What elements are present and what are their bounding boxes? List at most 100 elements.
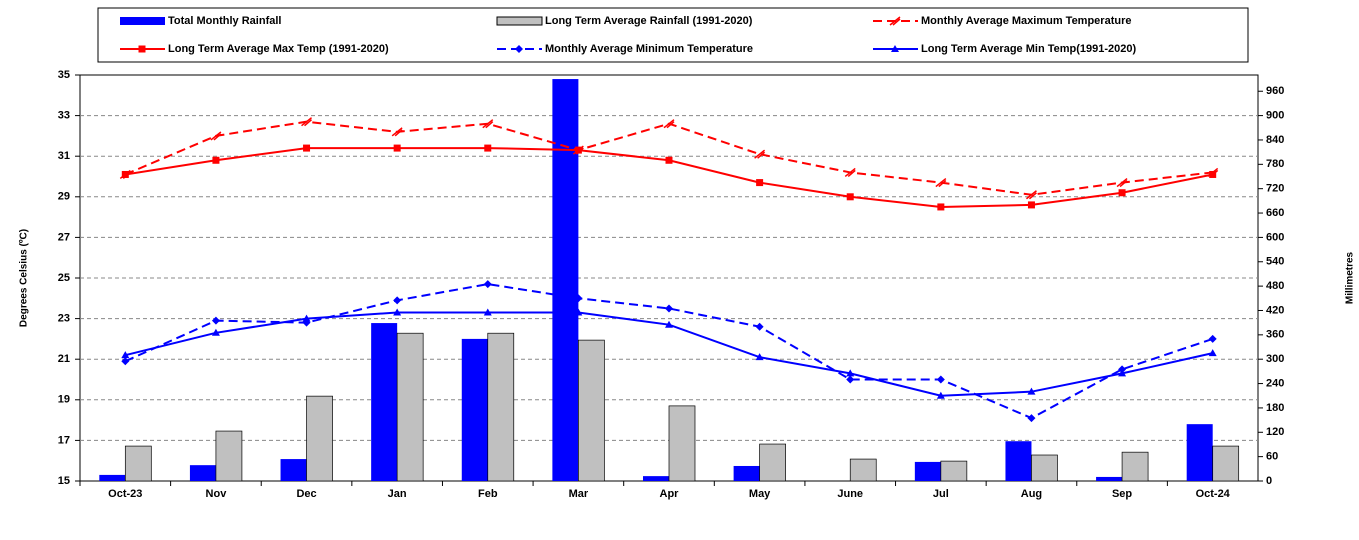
point: [210, 131, 222, 141]
x-tick-label: June: [837, 488, 863, 500]
y2-tick-label: 660: [1266, 207, 1284, 219]
point: [1027, 387, 1036, 395]
y2-tick-label: 540: [1266, 256, 1284, 268]
point: [393, 308, 402, 316]
y2-tick-label: 420: [1266, 304, 1284, 316]
bar: [940, 460, 968, 482]
point: [211, 316, 220, 325]
x-tick-label: Feb: [478, 488, 498, 500]
point: [121, 170, 129, 178]
point: [1209, 170, 1217, 178]
y2-tick-label: 180: [1266, 402, 1284, 414]
bar: [1031, 454, 1058, 482]
point: [846, 369, 855, 377]
point: [936, 391, 945, 399]
y-tick-label: 31: [58, 150, 70, 162]
y-tick-label: 19: [58, 394, 70, 406]
point: [303, 144, 311, 152]
point: [755, 322, 764, 331]
point: [212, 156, 220, 164]
point: [665, 304, 673, 313]
y2-tick-label: 300: [1266, 353, 1284, 365]
y-tick-label: 23: [58, 313, 70, 325]
x-tick-label: Oct-23: [108, 488, 142, 500]
point: [301, 117, 313, 127]
y-tick-label: 17: [58, 434, 70, 446]
point: [574, 146, 582, 154]
point: [484, 144, 492, 152]
bar: [1212, 445, 1240, 482]
legend-label: Long Term Average Min Temp(1991-2020): [921, 43, 1137, 55]
point: [846, 375, 855, 384]
x-tick-label: Oct-24: [1196, 488, 1231, 500]
point: [665, 320, 673, 328]
line: [124, 283, 1214, 420]
point: [756, 179, 764, 187]
y2-axis-title: Millimetres: [1345, 251, 1356, 304]
bar: [1186, 424, 1213, 481]
bar: [643, 476, 669, 481]
bar: [733, 465, 760, 481]
y2-tick-label: 960: [1266, 85, 1284, 97]
x-tick-label: Sep: [1112, 488, 1132, 500]
y2-tick-label: 720: [1266, 183, 1284, 195]
y-tick-label: 35: [58, 69, 70, 81]
y-tick-label: 29: [58, 191, 70, 203]
y2-tick-label: 240: [1266, 377, 1284, 389]
legend-swatch: [120, 17, 165, 25]
point: [1116, 178, 1128, 188]
point: [1118, 189, 1126, 197]
point: [665, 156, 673, 164]
point: [1025, 190, 1037, 200]
legend-box: [97, 7, 1249, 63]
y2-tick-label: 360: [1266, 329, 1284, 341]
point: [482, 119, 494, 129]
legend-label: Long Term Average Rainfall (1991-2020): [545, 15, 753, 27]
legend-label: Monthly Average Maximum Temperature: [921, 15, 1131, 27]
bar: [914, 461, 941, 481]
y2-tick-label: 120: [1266, 426, 1284, 438]
point: [1027, 201, 1035, 209]
bar: [99, 474, 126, 481]
point: [846, 193, 854, 201]
point: [574, 294, 583, 303]
point: [574, 308, 583, 316]
point: [393, 296, 402, 305]
point: [1208, 349, 1217, 357]
point: [302, 314, 311, 322]
bar: [124, 445, 152, 482]
point: [393, 144, 401, 152]
x-tick-label: Apr: [660, 488, 680, 500]
x-tick-label: May: [749, 488, 771, 500]
legend-marker: [138, 45, 146, 53]
x-tick-label: Mar: [569, 488, 589, 500]
legend-label: Total Monthly Rainfall: [168, 15, 281, 27]
x-tick-label: Aug: [1021, 488, 1042, 500]
bar: [487, 332, 515, 482]
legend-label: Monthly Average Minimum Temperature: [545, 43, 753, 55]
point: [844, 167, 856, 178]
y-tick-label: 21: [58, 353, 70, 365]
point: [936, 375, 945, 384]
bar: [668, 405, 696, 482]
point: [935, 178, 947, 188]
y-tick-label: 33: [58, 110, 70, 122]
y2-tick-label: 60: [1266, 451, 1278, 463]
bar: [280, 459, 307, 481]
y2-tick-label: 900: [1266, 110, 1284, 122]
point: [391, 127, 403, 137]
point: [483, 280, 492, 289]
point: [937, 203, 945, 211]
y2-tick-label: 0: [1266, 475, 1272, 487]
bar: [189, 465, 216, 481]
legend-marker: [515, 45, 523, 53]
y-axis-title: Degrees Celsius (ºC): [19, 229, 30, 327]
point: [1208, 334, 1217, 343]
point: [121, 357, 130, 366]
bar: [215, 430, 243, 482]
point: [121, 351, 130, 359]
bar: [371, 323, 398, 481]
bar: [849, 458, 877, 482]
point: [755, 353, 764, 361]
